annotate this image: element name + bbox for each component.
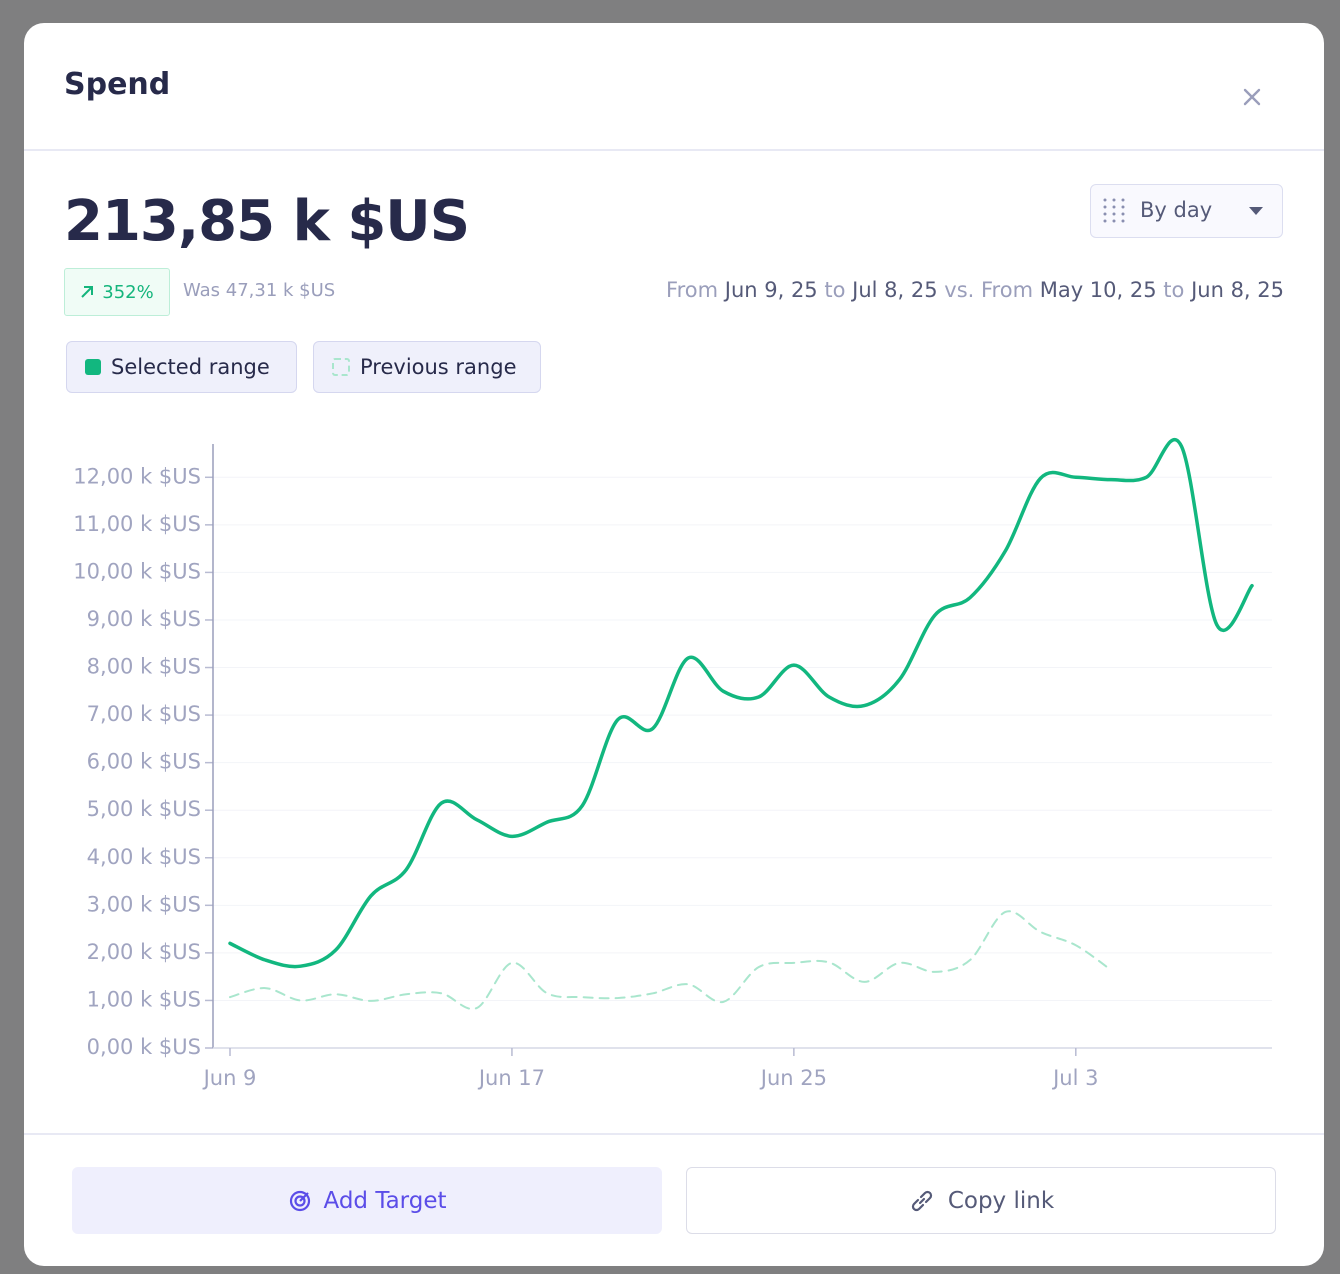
y-tick-label: 7,00 k $US xyxy=(87,702,201,726)
series-line xyxy=(228,437,1254,969)
x-tick-label: Jun 25 xyxy=(759,1066,827,1090)
arrow-icon xyxy=(81,286,94,298)
add-target-button[interactable]: Add Target xyxy=(72,1167,662,1234)
chart: 0,00 k $US 1,00 k $US 2,00 k $US 3,00 k $US… xyxy=(73,437,1272,1090)
x-tick-label: Jul 3 xyxy=(1051,1066,1098,1090)
modal-title: Spend xyxy=(64,67,171,102)
y-tick-label: 1,00 k $US xyxy=(87,987,201,1011)
range-text: to xyxy=(824,278,846,302)
legend-swatch xyxy=(85,359,101,375)
range-date: Jun 9, 25 xyxy=(724,278,818,302)
y-tick-label: 12,00 k $US xyxy=(73,464,201,488)
series-line xyxy=(229,910,1113,1010)
legend-label: Selected range xyxy=(111,355,270,379)
range-text: vs. From xyxy=(944,278,1034,302)
y-tick-label: 11,00 k $US xyxy=(73,512,201,536)
y-tick-label: 8,00 k $US xyxy=(87,655,201,679)
x-tick-label: Jun 17 xyxy=(477,1066,545,1090)
copy-link-button[interactable]: Copy link xyxy=(686,1167,1276,1234)
y-tick-label: 0,00 k $US xyxy=(87,1035,201,1059)
close-button[interactable] xyxy=(1242,87,1262,107)
granularity-dropdown[interactable]: By day xyxy=(1090,184,1283,238)
legend-selected[interactable]: Selected range xyxy=(66,341,297,393)
y-tick-label: 4,00 k $US xyxy=(87,845,201,869)
previous-value: Was 47,31 k $US xyxy=(183,280,336,301)
legend-swatch xyxy=(332,358,350,376)
dots-icon xyxy=(1103,198,1125,223)
y-tick-label: 6,00 k $US xyxy=(87,750,201,774)
button-label: Add Target xyxy=(323,1187,447,1214)
button-label: Copy link xyxy=(947,1187,1055,1214)
y-tick-label: 10,00 k $US xyxy=(73,559,201,583)
total-value: 213,85 k $US xyxy=(64,189,470,254)
y-tick-label: 5,00 k $US xyxy=(87,797,201,821)
target-icon xyxy=(289,1190,310,1211)
caret-icon xyxy=(1249,207,1263,215)
range-text: to xyxy=(1163,278,1185,302)
legend-previous[interactable]: Previous range xyxy=(313,341,541,393)
x-tick-label: Jun 9 xyxy=(202,1066,257,1090)
range-text: From xyxy=(666,278,719,302)
y-tick-label: 9,00 k $US xyxy=(87,607,201,631)
range-date: May 10, 25 xyxy=(1039,278,1157,302)
granularity-label: By day xyxy=(1140,198,1213,222)
divider xyxy=(24,149,1324,151)
date-range: From Jun 9, 25 to Jul 8, 25 vs. From May… xyxy=(666,278,1284,302)
link-icon xyxy=(911,1190,932,1211)
divider xyxy=(24,1133,1324,1135)
range-date: Jul 8, 25 xyxy=(852,278,938,302)
y-tick-label: 3,00 k $US xyxy=(87,892,201,916)
y-tick-label: 2,00 k $US xyxy=(87,940,201,964)
range-date: Jun 8, 25 xyxy=(1191,278,1284,302)
legend-label: Previous range xyxy=(360,355,517,379)
change-badge: 352% xyxy=(64,268,170,316)
change-value: 352% xyxy=(102,281,154,303)
modal: Spend 213,85 k $US 352% Was 47,31 k $US … xyxy=(24,23,1324,1266)
